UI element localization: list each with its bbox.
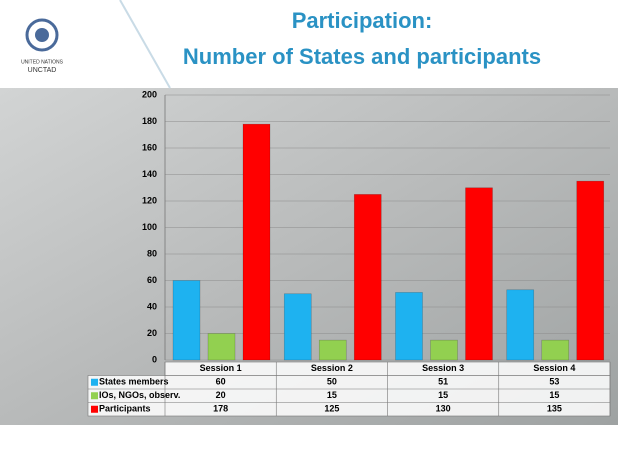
bar [318, 339, 347, 361]
bar [395, 292, 423, 361]
bar [207, 333, 236, 361]
table-value: 20 [216, 390, 226, 400]
logo-emblem [25, 18, 59, 52]
bar [506, 289, 535, 361]
logo-globe [35, 28, 49, 42]
x-tick-label: Session 4 [533, 363, 575, 373]
table-value: 60 [216, 377, 226, 387]
y-tick-label: 180 [142, 116, 157, 126]
chart-title: Number of States and participants [183, 44, 541, 69]
table-value: 53 [549, 377, 559, 387]
bar [541, 339, 570, 361]
bar [576, 180, 605, 361]
logo-text: UNITED NATIONS [21, 59, 64, 65]
bar [172, 280, 201, 361]
y-tick-label: 60 [147, 275, 157, 285]
table-value: 130 [436, 404, 451, 414]
table-value: 51 [438, 377, 448, 387]
table-value: 135 [547, 404, 562, 414]
data-table [87, 375, 611, 417]
y-tick-label: 100 [142, 222, 157, 232]
table-value: 50 [327, 377, 337, 387]
x-tick-label: Session 2 [311, 363, 353, 373]
table-value: 125 [324, 404, 339, 414]
legend-label: Participants [99, 404, 151, 414]
decor [119, 0, 171, 89]
bar [283, 293, 312, 361]
y-tick-label: 80 [147, 248, 157, 258]
x-tick-label: Session 1 [200, 363, 242, 373]
bar [242, 123, 271, 361]
x-tick-label: Session 3 [422, 363, 464, 373]
table-value: 15 [438, 390, 448, 400]
bar [430, 339, 458, 361]
y-tick-label: 200 [142, 89, 157, 99]
y-tick-label: 140 [142, 169, 157, 179]
y-tick-label: 0 [152, 354, 157, 364]
y-tick-label: 20 [147, 328, 157, 338]
table-value: 15 [549, 390, 559, 400]
legend-swatch [91, 405, 98, 413]
legend-label: States members [99, 377, 169, 387]
legend-swatch [91, 392, 98, 400]
chart-title: Participation: [292, 8, 433, 33]
logo: UNITED NATIONS UNCTAD [21, 18, 64, 74]
table-value: 15 [327, 390, 337, 400]
y-tick-label: 120 [142, 195, 157, 205]
legend-swatch [91, 378, 98, 386]
legend-label: IOs, NGOs, observ. [99, 390, 180, 400]
table-value: 178 [213, 404, 228, 414]
logo-text: UNCTAD [28, 67, 57, 74]
bar [465, 187, 493, 361]
y-tick-label: 40 [147, 301, 157, 311]
bar [353, 194, 382, 361]
y-tick-label: 160 [142, 142, 157, 152]
